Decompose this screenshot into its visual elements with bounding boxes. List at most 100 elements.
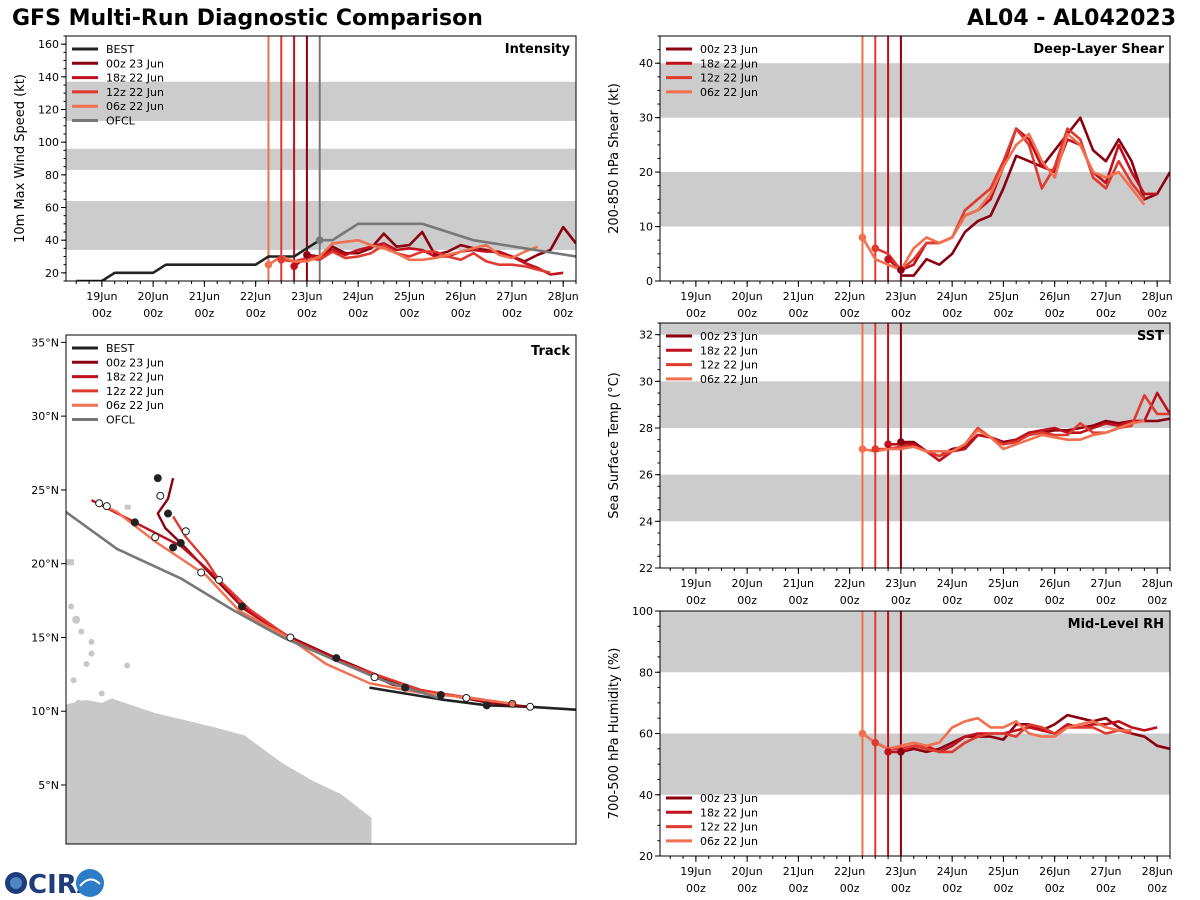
intensity-band-1 xyxy=(66,148,576,170)
shear-series-06z-22-jun xyxy=(861,132,1146,272)
track-point-best xyxy=(526,702,535,711)
shear-xtick-hour: 00z xyxy=(737,307,757,320)
track-legend-label-00z-23-jun: 00z 23 Jun xyxy=(106,356,164,369)
track-lat-label: 25°N xyxy=(31,484,59,497)
track-point-00z-23-jun xyxy=(332,654,341,663)
rh-xtick-label: 27Jun xyxy=(1090,865,1121,878)
track-legend-label-18z-22-jun: 18z 22 Jun xyxy=(106,371,164,384)
shear-band-0 xyxy=(660,172,1170,227)
rh-title: Mid-Level RH xyxy=(1068,617,1164,632)
rh-series-12z-22-jun xyxy=(874,722,1132,754)
track-legend-label-06z-22-jun: 06z 22 Jun xyxy=(106,399,164,412)
intensity-xtick-hour: 00z xyxy=(246,307,266,320)
shear-ytick-label: 40 xyxy=(639,57,653,70)
sst-band-0 xyxy=(660,474,1170,522)
sst-series-18z-22-jun xyxy=(888,391,1170,463)
sst-legend-label-18z-22-jun: 18z 22 Jun xyxy=(700,344,758,357)
sst-legend-label-12z-22-jun: 12z 22 Jun xyxy=(700,359,758,372)
caribbean-island xyxy=(124,662,131,669)
shear-legend-label-06z-22-jun: 06z 22 Jun xyxy=(700,86,758,99)
intensity-xtick-label: 23Jun xyxy=(291,290,322,303)
rh-xtick-hour: 00z xyxy=(1147,882,1167,895)
sst-ytick-label: 30 xyxy=(639,375,653,388)
track-series-18z-22-jun xyxy=(90,499,495,704)
sst-xtick-hour: 00z xyxy=(1147,594,1167,607)
intensity-series-ofcl xyxy=(319,222,576,258)
intensity-ytick-label: 100 xyxy=(38,136,59,149)
track-legend-label-best: BEST xyxy=(106,342,134,355)
shear-xtick-hour: 00z xyxy=(840,307,860,320)
shear-xtick-hour: 00z xyxy=(1147,307,1167,320)
sst-xtick-label: 27Jun xyxy=(1090,577,1121,590)
sst-xtick-label: 25Jun xyxy=(988,577,1019,590)
intensity-marker-18z-22-jun xyxy=(290,262,298,271)
intensity-ytick-label: 80 xyxy=(45,169,59,182)
shear-ytick-label: 10 xyxy=(639,221,653,234)
intensity-xtick-hour: 00z xyxy=(92,307,112,320)
track-point-00z-23-jun xyxy=(176,539,185,548)
cira-logo: CIRA xyxy=(5,869,104,900)
rh-marker-00z-23-jun xyxy=(897,748,905,756)
south-america-land xyxy=(66,697,373,844)
shear-ytick-label: 20 xyxy=(639,166,653,179)
rh-panel: 20 40 60 80 100 19Jun 00z 20Jun 00z 21Jun 00z 22Jun… xyxy=(607,605,1173,895)
sst-xtick-hour: 00z xyxy=(1096,594,1116,607)
intensity-series-12z-22-jun xyxy=(281,243,551,275)
caribbean-island xyxy=(66,559,74,566)
track-point-best xyxy=(482,701,491,710)
sst-band-1 xyxy=(660,381,1170,428)
track-point-18z-22-jun xyxy=(215,575,223,584)
intensity-xtick-hour: 00z xyxy=(297,307,317,320)
caribbean-island xyxy=(124,504,131,510)
sst-xtick-label: 22Jun xyxy=(834,577,865,590)
shear-xtick-label: 25Jun xyxy=(988,290,1019,303)
track-panel: 5°N 10°N 15°N 20°N 25°N 30°N 35°N Track BEST00z … xyxy=(31,334,577,845)
shear-marker-12z-22-jun xyxy=(871,244,880,253)
sst-xtick-label: 24Jun xyxy=(937,577,968,590)
intensity-ylabel: 10m Max Wind Speed (kt) xyxy=(13,74,28,243)
sst-xtick-hour: 00z xyxy=(840,594,860,607)
sst-xtick-hour: 00z xyxy=(737,594,757,607)
track-plot-area xyxy=(66,474,576,844)
rh-legend-label-12z-22-jun: 12z 22 Jun xyxy=(700,821,758,834)
caribbean-island xyxy=(78,628,85,635)
shear-xtick-label: 19Jun xyxy=(680,290,711,303)
caribbean-island xyxy=(74,699,83,708)
rh-xtick-hour: 00z xyxy=(789,882,809,895)
shear-band-1 xyxy=(660,63,1170,118)
caribbean-island xyxy=(70,677,77,684)
intensity-legend-label-12z-22-jun: 12z 22 Jun xyxy=(106,86,164,99)
track-lat-label: 35°N xyxy=(31,336,59,349)
shear-marker-06z-22-jun xyxy=(858,233,867,242)
shear-legend-label-18z-22-jun: 18z 22 Jun xyxy=(700,57,758,70)
track-point-06z-22-jun xyxy=(508,699,517,708)
intensity-ytick-label: 60 xyxy=(45,202,59,215)
intensity-band-2 xyxy=(66,81,576,121)
sst-ytick-label: 32 xyxy=(639,329,653,342)
rh-xtick-label: 28Jun xyxy=(1142,865,1173,878)
rh-xtick-hour: 00z xyxy=(686,882,706,895)
track-series-06z-22-jun xyxy=(98,502,513,705)
shear-plot-area xyxy=(660,36,1170,281)
rh-ytick-label: 100 xyxy=(632,605,653,618)
intensity-xtick-hour: 00z xyxy=(348,307,368,320)
intensity-xtick-hour: 00z xyxy=(400,307,420,320)
figure-title: GFS Multi-Run Diagnostic Comparison xyxy=(12,6,483,31)
sst-ytick-label: 22 xyxy=(639,562,653,575)
rh-xtick-hour: 00z xyxy=(737,882,757,895)
caribbean-island xyxy=(88,650,95,657)
caribbean-island xyxy=(88,638,95,645)
intensity-xtick-label: 27Jun xyxy=(496,290,527,303)
sst-plot-area xyxy=(660,323,1170,568)
intensity-legend-label-06z-22-jun: 06z 22 Jun xyxy=(106,100,164,113)
shear-title: Deep-Layer Shear xyxy=(1033,42,1164,57)
track-legend-label-12z-22-jun: 12z 22 Jun xyxy=(106,385,164,398)
intensity-marker-12z-22-jun xyxy=(277,255,286,264)
track-point-00z-23-jun xyxy=(401,683,410,692)
rh-xtick-hour: 00z xyxy=(942,882,962,895)
rh-ylabel: 700-500 hPa Humidity (%) xyxy=(607,648,622,820)
shear-xtick-hour: 00z xyxy=(942,307,962,320)
sst-panel: 22 24 26 28 30 32 19Jun 00z 20Jun 00z 21Jun 00z 22Ju… xyxy=(607,322,1173,607)
rh-xtick-hour: 00z xyxy=(840,882,860,895)
